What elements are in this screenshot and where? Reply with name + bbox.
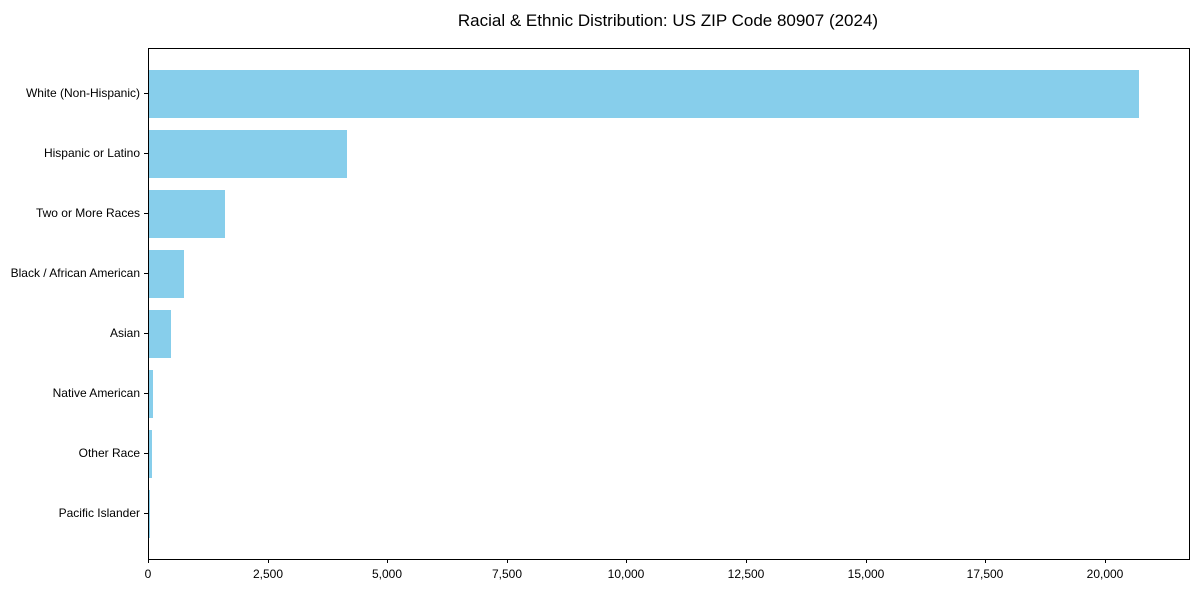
x-tick-mark: [148, 559, 149, 563]
y-tick-label: Two or More Races: [35, 206, 140, 220]
x-tick-label: 20,000: [1086, 567, 1124, 581]
y-tick-mark: [144, 513, 148, 514]
y-tick-label: Asian: [109, 326, 140, 340]
chart-title: Racial & Ethnic Distribution: US ZIP Cod…: [457, 11, 879, 30]
bar: [149, 310, 172, 358]
x-tick-label: 12,500: [727, 567, 765, 581]
y-tick-mark: [144, 213, 148, 214]
y-tick-label: White (Non-Hispanic): [25, 86, 140, 100]
x-tick-label: 15,000: [847, 567, 885, 581]
y-tick-mark: [144, 93, 148, 94]
x-tick-mark: [626, 559, 627, 563]
x-tick-mark: [1105, 559, 1106, 563]
x-tick-label: 5,000: [371, 567, 403, 581]
y-tick-label: Other Race: [78, 446, 140, 460]
y-tick-label: Pacific Islander: [58, 506, 140, 520]
y-tick-label: Hispanic or Latino: [43, 146, 140, 160]
x-tick-mark: [268, 559, 269, 563]
bar: [149, 190, 226, 238]
bar: [149, 250, 184, 298]
y-tick-mark: [144, 453, 148, 454]
x-tick-label: 17,500: [966, 567, 1004, 581]
x-tick-mark: [866, 559, 867, 563]
x-tick-label: 0: [144, 567, 152, 581]
bar: [149, 430, 152, 478]
bar: [149, 130, 347, 178]
x-tick-mark: [507, 559, 508, 563]
x-tick-label: 2,500: [252, 567, 284, 581]
x-tick-label: 7,500: [491, 567, 523, 581]
bar: [149, 70, 1140, 118]
x-tick-mark: [387, 559, 388, 563]
x-tick-mark: [985, 559, 986, 563]
plot-area: [148, 48, 1190, 560]
y-tick-mark: [144, 273, 148, 274]
x-tick-label: 10,000: [607, 567, 645, 581]
y-tick-mark: [144, 153, 148, 154]
y-tick-mark: [144, 333, 148, 334]
y-tick-label: Native American: [52, 386, 140, 400]
bar: [149, 370, 153, 418]
y-tick-mark: [144, 393, 148, 394]
x-tick-mark: [746, 559, 747, 563]
y-tick-label: Black / African American: [10, 266, 140, 280]
